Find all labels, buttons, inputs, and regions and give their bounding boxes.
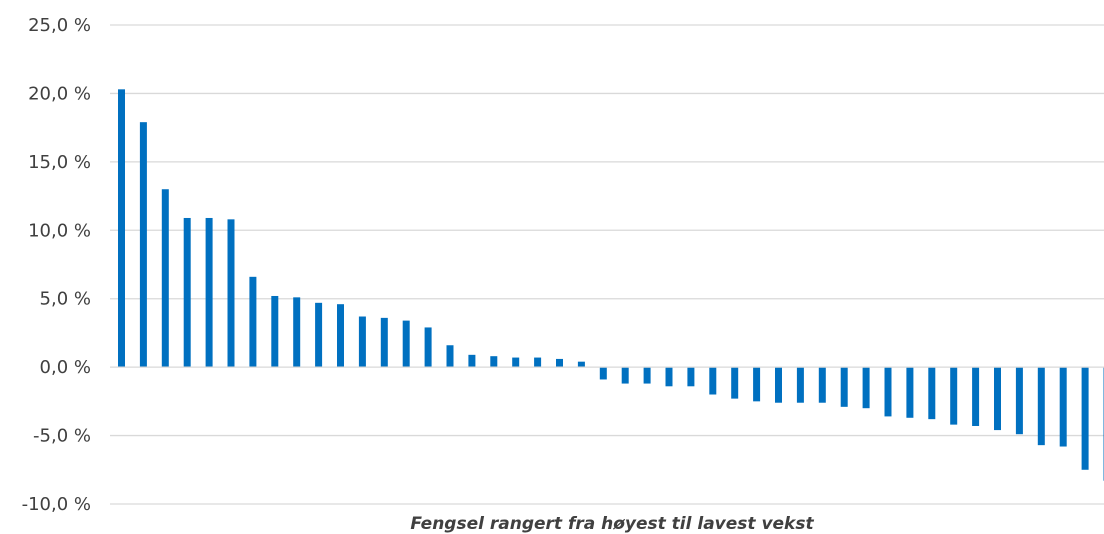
y-tick-label: 5,0 % [40,289,91,310]
y-tick-label: -10,0 % [22,494,91,515]
bar [818,367,826,403]
bar [468,354,476,368]
bar [709,367,717,395]
bar [490,356,498,368]
bar [161,189,169,368]
bar [862,367,870,409]
bar [249,276,257,368]
bar [358,316,366,368]
gridlines [110,24,1104,505]
bar [665,367,673,387]
bar [840,367,848,407]
bar [599,367,607,380]
bars [118,89,1104,481]
bar [796,367,804,403]
bar [139,122,147,368]
y-tick-label: 15,0 % [28,152,91,173]
bar [205,217,213,368]
bar [227,219,235,368]
bar [1081,367,1089,470]
y-tick-label: 25,0 % [28,15,91,36]
bar [424,327,432,368]
y-axis-tick-labels: -10,0 % -5,0 % 0,0 % 5,0 % 10,0 % 15,0 % 20,0 … [22,15,91,515]
bar [402,320,410,368]
y-tick-label: 20,0 % [28,83,91,104]
y-tick-label: 10,0 % [28,220,91,241]
bar [1059,367,1067,447]
bar [337,304,344,368]
bar [1037,367,1045,446]
bar [928,367,936,420]
bar [687,367,695,387]
bar [446,345,454,368]
x-axis-title: Fengsel rangert fra høyest til lavest ve… [410,514,814,534]
bar [315,302,323,368]
bar [621,367,629,384]
bar [293,297,301,368]
bar [577,361,585,368]
bar [884,367,892,417]
bar [643,367,651,384]
bar [271,295,279,368]
bar [512,357,520,368]
bar [753,367,761,402]
bar [950,367,958,425]
bar [556,358,563,368]
bar [731,367,739,399]
bar [183,217,191,368]
bar [1015,367,1023,435]
bar [906,367,914,418]
bar [775,367,782,403]
bar [972,367,980,426]
bar [380,317,388,368]
bar [994,367,1001,431]
y-tick-label: -5,0 % [33,426,91,447]
bar [534,357,542,368]
bar [118,89,125,368]
y-tick-label: 0,0 % [40,357,91,378]
